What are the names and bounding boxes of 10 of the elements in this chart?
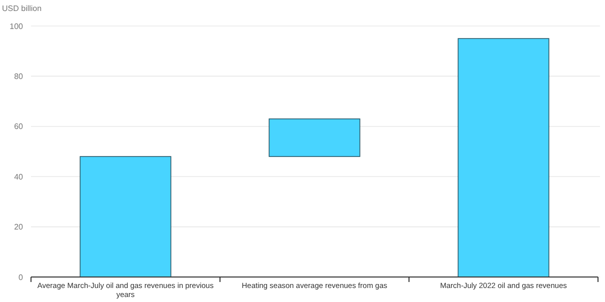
- bar: [458, 38, 550, 278]
- y-tick-label: 20: [14, 222, 24, 232]
- y-tick-label: 60: [14, 122, 24, 132]
- y-tick-label: 0: [18, 272, 24, 282]
- y-tick-label: 40: [14, 172, 24, 182]
- bar: [80, 156, 172, 278]
- y-tick-label: 100: [10, 22, 24, 31]
- y-tick-label: 80: [14, 72, 24, 81]
- bar: [268, 118, 360, 157]
- y-axis-title: USD billion: [2, 4, 42, 13]
